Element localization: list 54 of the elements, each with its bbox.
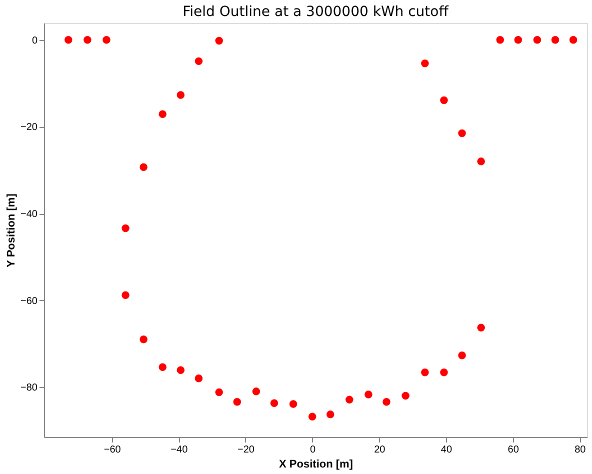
- point: [122, 224, 130, 232]
- point: [569, 36, 578, 44]
- point: [140, 163, 148, 171]
- y-tick-label: 0: [32, 35, 38, 46]
- point: [421, 368, 429, 376]
- point: [551, 36, 560, 44]
- y-tick-label: −20: [20, 122, 38, 134]
- x-axis-title: X Position [m]: [279, 458, 354, 470]
- point: [176, 91, 185, 99]
- point: [326, 410, 334, 418]
- point: [440, 96, 448, 104]
- point: [194, 374, 203, 382]
- point: [364, 390, 372, 398]
- x-tick-label: 0: [310, 444, 316, 456]
- point: [402, 392, 410, 400]
- point: [158, 363, 166, 371]
- y-axis-title: Y Position [m]: [6, 193, 18, 268]
- point: [270, 399, 278, 408]
- point: [346, 396, 354, 404]
- y-tick-label: −80: [20, 382, 38, 394]
- point: [382, 398, 390, 406]
- point: [176, 366, 185, 374]
- point: [140, 335, 148, 344]
- x-tick-label: −20: [238, 444, 255, 456]
- y-tick-label: −60: [20, 296, 38, 307]
- point: [440, 368, 448, 376]
- point: [533, 36, 542, 44]
- point: [477, 158, 485, 166]
- x-tick-label: 20: [374, 444, 386, 456]
- x-tick-label: 60: [508, 444, 520, 456]
- point: [308, 412, 316, 420]
- point: [252, 388, 260, 396]
- x-tick-label: −40: [170, 444, 188, 456]
- x-tick-label: 80: [574, 444, 586, 456]
- chart-title: Field Outline at a 3000000 kWh cutoff: [182, 4, 449, 20]
- point: [233, 398, 242, 406]
- point: [64, 36, 72, 44]
- x-tick-label: 40: [440, 444, 452, 456]
- point: [215, 36, 223, 45]
- point: [458, 352, 466, 360]
- point: [421, 59, 429, 68]
- x-tick-label: −60: [104, 444, 122, 456]
- point: [215, 388, 223, 396]
- point: [122, 291, 130, 299]
- point: [84, 36, 92, 44]
- point: [477, 324, 485, 332]
- y-tick-label: −40: [20, 209, 38, 220]
- point: [458, 129, 466, 138]
- point: [289, 400, 298, 408]
- point: [102, 36, 110, 44]
- point: [194, 57, 203, 66]
- point: [514, 36, 522, 44]
- point: [158, 110, 166, 118]
- point: [496, 36, 504, 44]
